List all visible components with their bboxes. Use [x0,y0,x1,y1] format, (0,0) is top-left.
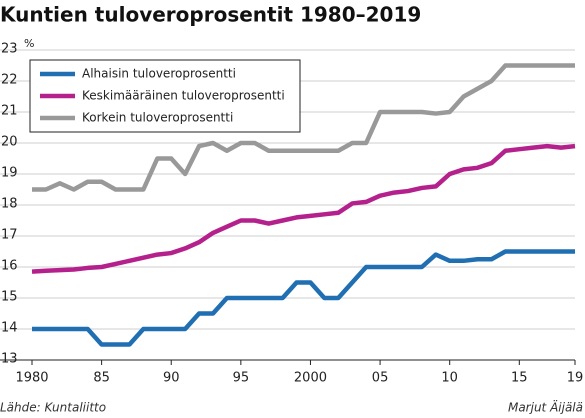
x-tick-label: 90 [163,371,180,386]
x-tick-label: 05 [372,371,389,386]
x-tick-label: 10 [441,371,458,386]
x-tick-label: 15 [511,371,528,386]
x-tick-label: 85 [93,371,110,386]
series-line [32,63,575,192]
y-tick-label: 22 [1,73,18,88]
x-tick-label: 2000 [294,371,327,386]
y-tick-label: 13 [1,352,18,367]
series-line [31,143,576,274]
x-tick-label: 1980 [15,371,48,386]
y-tick-label: 21 [1,104,18,119]
x-tick-label: 95 [233,371,250,386]
y-unit: % [24,37,34,50]
y-tick-label: 17 [1,228,18,243]
author: Marjut Äijälä [508,400,583,415]
y-tick-label: 20 [1,135,18,150]
y-tick-label: 18 [1,197,18,212]
x-tick-label: 19 [567,371,584,386]
legend-label: Korkein tuloveroprosentti [82,111,233,125]
y-tick-label: 16 [1,259,18,274]
series-line [32,249,575,347]
legend-label: Alhaisin tuloveroprosentti [82,67,236,81]
y-tick-label: 14 [1,321,18,336]
chart-title: Kuntien tuloveroprosentit 1980–2019 [0,3,421,27]
legend-label: Keskimääräinen tuloveroprosentti [82,89,285,103]
y-tick-label: 23 [1,42,18,57]
source: Lähde: Kuntaliitto [0,401,106,415]
y-tick-label: 15 [1,290,18,305]
y-tick-label: 19 [1,166,18,181]
